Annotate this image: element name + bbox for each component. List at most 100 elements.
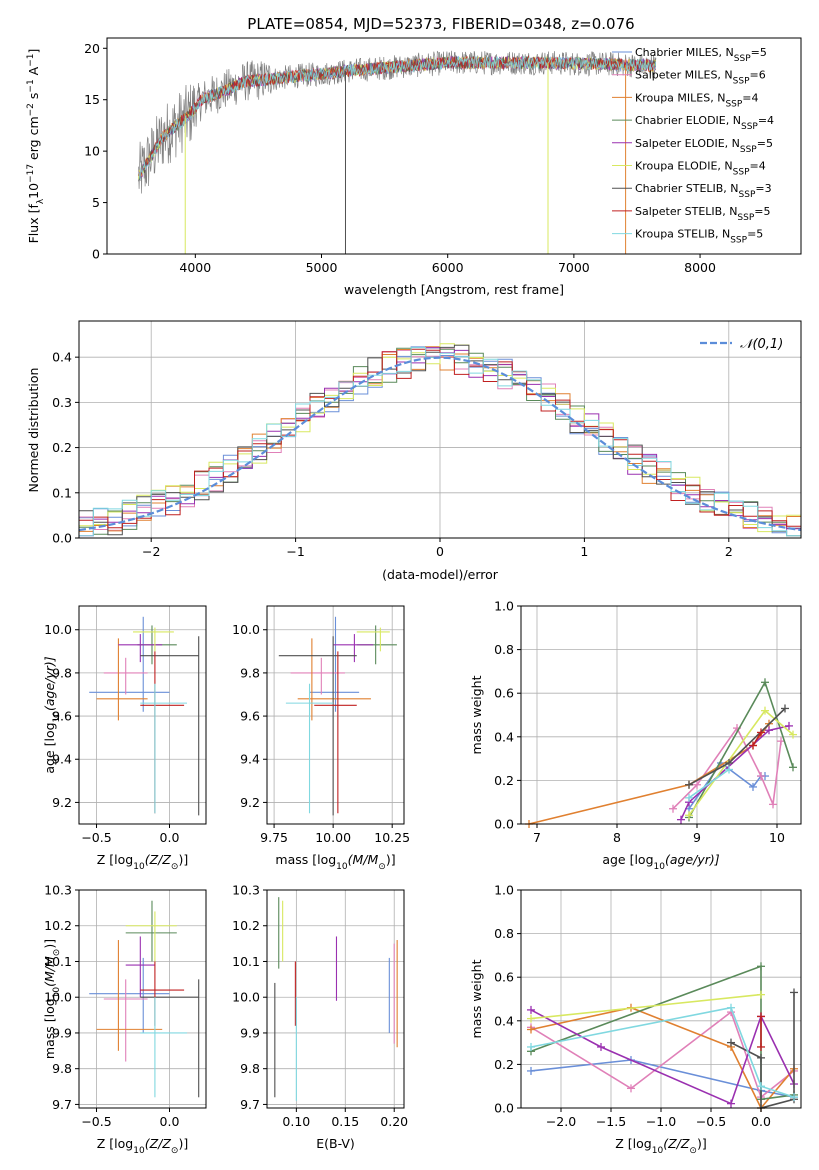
x-tick-label: 9 xyxy=(693,830,701,845)
y-tick-label: 1.0 xyxy=(494,599,514,614)
y-tick-label: 0.1 xyxy=(52,485,72,500)
label-part: )] xyxy=(178,852,188,867)
label-part: 10 xyxy=(652,1146,664,1156)
weight-series-line xyxy=(530,1006,795,1110)
label-part: λ xyxy=(36,198,46,204)
x-tick-label: −2 xyxy=(142,544,160,559)
x-axis-label: (data-model)/error xyxy=(382,567,499,582)
label-part: Kroupa STELIB, N xyxy=(635,228,730,241)
weight-point-marker xyxy=(749,741,757,750)
weight-point-marker xyxy=(527,1042,535,1051)
label-part: Flux [f xyxy=(26,204,41,244)
x-axis-label: wavelength [Angstrom, rest frame] xyxy=(344,282,564,297)
y-tick-label: 0.2 xyxy=(494,1057,514,1072)
legend-entry: Salpeter ELODIE, NSSP=5 xyxy=(635,137,773,155)
x-tick-label: 0 xyxy=(436,544,444,559)
legend-entry: Chabrier MILES, NSSP=5 xyxy=(635,46,767,64)
weight-point-marker xyxy=(757,1042,765,1051)
y-tick-label: 10.2 xyxy=(232,918,260,933)
x-tick-label: 10.25 xyxy=(374,830,410,845)
weight-point-marker xyxy=(527,1005,535,1014)
x-tick-label: 0.20 xyxy=(380,1114,408,1129)
label-part: SSP xyxy=(739,190,756,200)
errorbar-group xyxy=(274,897,398,1101)
label-part: (Z/Z xyxy=(663,1136,690,1151)
label-part: )] xyxy=(178,1136,188,1151)
label-part: SSP xyxy=(734,54,751,64)
label-part: Kroupa ELODIE, N xyxy=(635,160,733,173)
x-tick-label: 8 xyxy=(613,830,621,845)
legend-entry: Chabrier ELODIE, NSSP=4 xyxy=(635,114,774,132)
y-tick-label: 9.8 xyxy=(240,1061,260,1076)
weight-point-marker xyxy=(781,704,789,713)
x-tick-label: 9.75 xyxy=(260,830,288,845)
weight-series-line xyxy=(530,993,762,1020)
weight-point-marker xyxy=(727,1003,735,1012)
figure-title: PLATE=0854, MJD=52373, FIBERID=0348, z=0… xyxy=(247,15,634,33)
x-axis-label: mass [log10(M/M⊙)] xyxy=(275,852,395,872)
weight-point-marker xyxy=(527,1025,535,1034)
x-tick-label: −0.5 xyxy=(81,830,111,845)
weight-point-marker xyxy=(790,1093,798,1102)
y-tick-label: 0.0 xyxy=(494,1101,514,1116)
y-tick-label: 0 xyxy=(92,247,100,262)
x-tick-label: 2 xyxy=(725,544,733,559)
weight-series-line xyxy=(688,707,786,786)
label-part: (age/yr)] xyxy=(665,852,720,867)
label-part: ⊙ xyxy=(52,949,62,957)
label-part: 10 xyxy=(654,862,666,872)
legend-entry: 𝒩(0,1) xyxy=(740,337,783,352)
x-tick-label: 4000 xyxy=(179,260,211,275)
weight-point-marker xyxy=(761,706,769,715)
residuals-panel: −2 −1 0 1 2 0.0 0.1 0.2 0.3 0.4 (data-model)/error… xyxy=(26,320,802,582)
y-tick-label: 10.0 xyxy=(44,990,72,1005)
weight-point-marker xyxy=(790,988,798,997)
weight-series-line xyxy=(752,731,762,746)
label-part: SSP xyxy=(733,168,750,178)
x-axis-label: Z [log10(Z/Z⊙)] xyxy=(97,852,188,872)
weight-vs-metallicity-panel: −2.0 −1.5 −1.0 −0.5 0.0 0.0 0.2 0.4 0.6 0.8 1.0 Z [… xyxy=(469,883,802,1156)
weight-point-marker xyxy=(685,811,693,820)
label-part: SSP xyxy=(725,99,742,109)
weight-point-marker xyxy=(757,990,765,999)
y-tick-label: 9.9 xyxy=(52,1025,72,1040)
y-tick-label: 10.1 xyxy=(232,954,260,969)
x-tick-label: 0.10 xyxy=(282,1114,310,1129)
label-part: Chabrier STELIB, N xyxy=(635,182,739,195)
x-tick-label: −1.5 xyxy=(596,1114,626,1129)
y-tick-label: 9.6 xyxy=(240,709,260,724)
label-part: =4 xyxy=(750,160,766,173)
label-part: SSP xyxy=(733,77,750,87)
age-vs-metallicity-panel: −0.5 0.09.29.49.69.810.0Z [log10(Z/Z⊙)]ag… xyxy=(42,605,207,872)
y-axis-label: mass weight xyxy=(469,959,484,1038)
legend-entry: Kroupa MILES, NSSP=4 xyxy=(635,91,759,109)
label-part: erg cm xyxy=(26,116,41,164)
weight-series-line xyxy=(688,768,730,799)
x-axis-label: E(B-V) xyxy=(316,1136,355,1151)
legend-entry: Salpeter STELIB, NSSP=5 xyxy=(635,205,771,223)
x-tick-label: 10.00 xyxy=(315,830,351,845)
x-tick-label: 10 xyxy=(769,830,785,845)
y-tick-label: 0.0 xyxy=(52,531,72,546)
y-tick-label: 10.0 xyxy=(232,990,260,1005)
y-tick-label: 0.3 xyxy=(52,395,72,410)
weight-point-marker xyxy=(727,1099,735,1108)
y-tick-label: 0.4 xyxy=(494,1013,514,1028)
y-tick-label: 9.9 xyxy=(240,1025,260,1040)
label-part: Z [log xyxy=(615,1136,651,1151)
weight-point-marker xyxy=(785,721,793,730)
label-part: =6 xyxy=(750,69,766,82)
label-part: −2 xyxy=(26,103,36,116)
label-part: =5 xyxy=(757,137,773,150)
weight-point-marker xyxy=(685,780,693,789)
y-tick-label: 5 xyxy=(92,195,100,210)
errorbar-group xyxy=(278,616,397,816)
x-tick-label: −2.0 xyxy=(546,1114,576,1129)
y-tick-label: 0.6 xyxy=(494,686,514,701)
x-axis-label: age [log10(age/yr)] xyxy=(602,852,719,872)
x-tick-label: 7000 xyxy=(558,260,590,275)
label-part: −1 xyxy=(26,54,36,67)
y-tick-label: 0.2 xyxy=(52,440,72,455)
label-part: ] xyxy=(26,49,41,54)
